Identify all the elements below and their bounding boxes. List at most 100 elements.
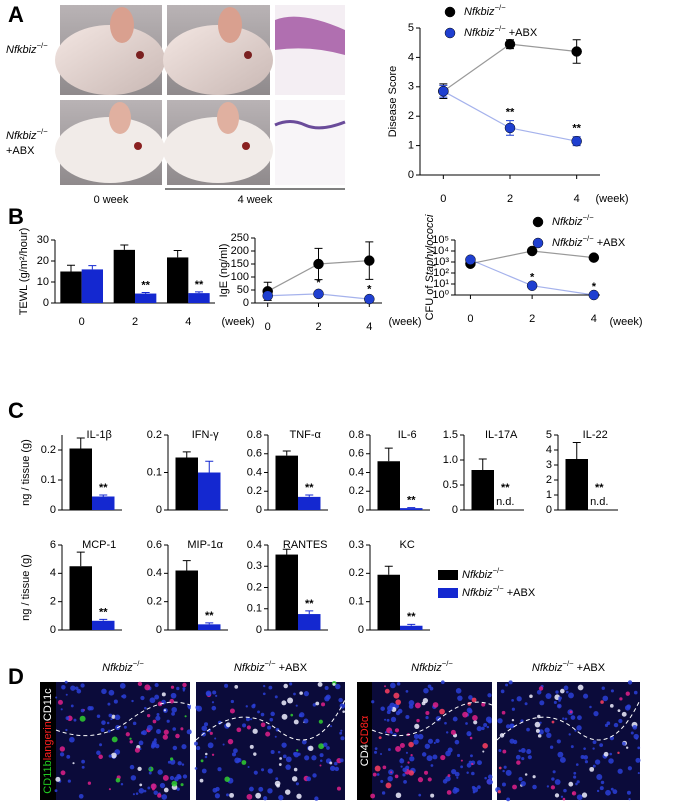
y-tick-label: 20 xyxy=(37,255,49,267)
cell xyxy=(462,711,468,718)
error-bar xyxy=(384,447,393,462)
cell xyxy=(374,750,378,754)
legend-label: Nfkbiz−/− +ABX xyxy=(464,24,538,39)
cell xyxy=(247,765,250,769)
cell xyxy=(121,695,124,698)
cell xyxy=(498,748,502,752)
cell xyxy=(251,704,256,709)
cell xyxy=(413,739,419,745)
cell xyxy=(96,714,101,718)
cell xyxy=(371,700,375,704)
cell xyxy=(440,680,445,685)
cell xyxy=(174,776,179,782)
cell xyxy=(170,757,174,761)
y-tick-label: 10³ xyxy=(433,256,449,268)
cell xyxy=(444,721,447,725)
cell xyxy=(338,697,343,703)
cell xyxy=(466,762,472,768)
cell xyxy=(324,695,330,702)
cell xyxy=(57,699,63,705)
annotation: ** xyxy=(195,279,204,291)
cell xyxy=(370,793,376,799)
x-axis-label: (week) xyxy=(595,193,628,205)
cell xyxy=(156,729,161,734)
marker-label: CD11blangerinCD11c xyxy=(42,688,54,794)
cell xyxy=(295,782,299,786)
y-tick-label: 0.1 xyxy=(147,466,162,478)
marker-name: CD11c xyxy=(42,688,54,721)
cell xyxy=(306,776,312,782)
y-tick-label: 0.4 xyxy=(247,466,262,478)
x-tick-label: 0 xyxy=(467,313,473,325)
annotation: ** xyxy=(305,482,314,494)
y-tick-label: 0 xyxy=(156,504,162,516)
cell xyxy=(617,709,621,713)
cell xyxy=(123,725,127,729)
cell xyxy=(471,697,477,703)
cell xyxy=(430,793,435,798)
bar xyxy=(69,448,92,510)
cell xyxy=(329,765,336,772)
cell xyxy=(205,752,208,756)
cell xyxy=(60,708,63,711)
cell xyxy=(169,775,175,781)
point xyxy=(571,135,582,147)
y-tick-label: 0.5 xyxy=(443,479,458,491)
y-tick-label: 0 xyxy=(358,624,364,636)
cell xyxy=(324,686,329,691)
point xyxy=(588,252,600,263)
cell xyxy=(246,793,253,800)
cell xyxy=(163,709,167,712)
cell xyxy=(457,695,463,701)
cell xyxy=(55,696,58,699)
cell xyxy=(584,760,589,764)
chart-title: IL-22 xyxy=(583,429,608,441)
cell xyxy=(304,755,310,761)
cell xyxy=(59,746,66,752)
annotation: ** xyxy=(506,107,515,119)
cell xyxy=(222,743,225,746)
cell xyxy=(536,690,542,695)
cell xyxy=(593,711,599,717)
cell xyxy=(80,683,85,688)
cell xyxy=(501,710,506,715)
cell xyxy=(163,729,169,735)
text-part: +ABX xyxy=(506,27,538,39)
cell xyxy=(574,729,577,732)
cell xyxy=(471,771,475,776)
cell xyxy=(274,695,278,699)
cell xyxy=(592,764,596,768)
cell xyxy=(511,698,514,702)
cell xyxy=(399,758,405,764)
text-part: IgE (ng/ml) xyxy=(218,244,230,298)
bar xyxy=(167,257,189,303)
cell xyxy=(182,689,185,692)
staining-images xyxy=(40,680,641,802)
cell xyxy=(153,790,158,795)
cell xyxy=(384,731,387,734)
cell xyxy=(180,783,184,787)
cell xyxy=(129,764,135,770)
chart-title: IL-6 xyxy=(398,429,417,441)
cell xyxy=(267,725,272,730)
cell xyxy=(215,694,218,697)
cell xyxy=(393,692,400,699)
legend-swatch xyxy=(438,588,458,598)
cell xyxy=(282,754,287,759)
cell xyxy=(526,727,530,732)
cell xyxy=(390,716,397,723)
text-part: Nfkbiz xyxy=(464,27,495,39)
cell xyxy=(99,743,103,747)
cell xyxy=(485,716,492,723)
cell xyxy=(246,725,251,730)
bar xyxy=(60,271,82,303)
marker-label: CD4CD8α xyxy=(359,715,371,766)
cell xyxy=(627,680,633,685)
cell xyxy=(108,713,113,718)
cell xyxy=(299,691,303,695)
mouse-photos xyxy=(55,5,346,190)
annotation: ** xyxy=(501,482,510,494)
cell xyxy=(131,699,134,703)
cell xyxy=(342,710,345,713)
cell xyxy=(472,715,478,721)
